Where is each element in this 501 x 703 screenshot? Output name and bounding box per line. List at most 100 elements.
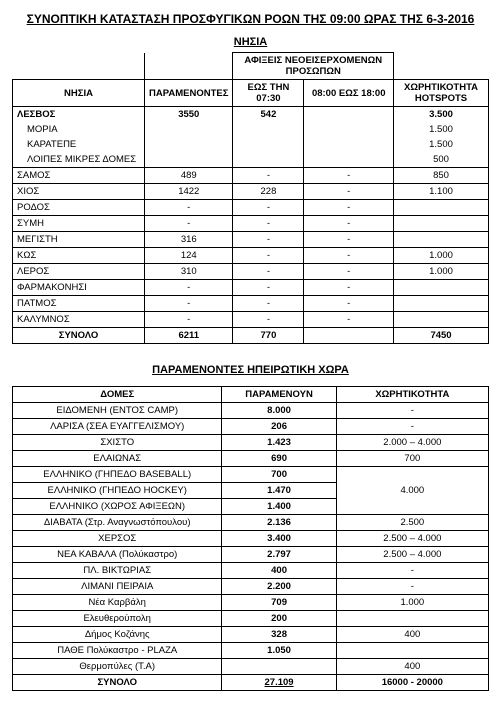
table-cell: -	[336, 563, 488, 579]
table-cell: ΠΑΘΕ Πολύκαστρο - PLAZA	[13, 643, 222, 659]
table-cell: -	[304, 216, 394, 232]
table-cell: 1.423	[222, 435, 336, 451]
table-cell: ΛΑΡΙΣΑ (ΣΕΑ ΕΥΑΓΓΕΛΙΣΜΟΥ)	[13, 419, 222, 435]
table-cell: -	[304, 184, 394, 200]
table-cell: -	[145, 296, 233, 312]
islands-total-remaining: 6211	[145, 328, 233, 344]
mainland-total-remain: 27.109	[222, 675, 336, 691]
table-cell: -	[304, 264, 394, 280]
table-cell	[233, 122, 304, 137]
table-cell: 206	[222, 419, 336, 435]
table-cell	[145, 122, 233, 137]
table-cell	[222, 659, 336, 675]
col-range: 08:00 ΕΩΣ 18:00	[304, 80, 394, 107]
table-cell: -	[304, 232, 394, 248]
table-cell: ΣΥΜΗ	[13, 216, 145, 232]
table-cell: -	[304, 296, 394, 312]
table-cell: ΔΙΑΒΑΤΑ (Στρ. Αναγνωστόπουλου)	[13, 515, 222, 531]
table-cell: 200	[222, 611, 336, 627]
table-cell: 8.000	[222, 403, 336, 419]
table-cell: -	[304, 312, 394, 328]
table-cell: 228	[233, 184, 304, 200]
table-cell: Ελευθερούπολη	[13, 611, 222, 627]
table-cell: ΣΧΙΣΤΟ	[13, 435, 222, 451]
table-cell: 2.200	[222, 579, 336, 595]
table-cell: ΡΟΔΟΣ	[13, 200, 145, 216]
table-cell: -	[233, 280, 304, 296]
table-cell: -	[304, 168, 394, 184]
table-cell: ΜΟΡΙΑ	[13, 122, 145, 137]
table-cell	[336, 611, 488, 627]
table-cell: 316	[145, 232, 233, 248]
table-cell: -	[233, 312, 304, 328]
islands-table: ΑΦΙΞΕΙΣ ΝΕΟΕΙΣΕΡΧΟΜΕΝΩΝ ΠΡΟΣΩΠΩΝ ΝΗΣΙΑ Π…	[12, 52, 489, 344]
islands-subtitle: ΝΗΣΙΑ	[12, 36, 489, 48]
table-cell: 1.000	[394, 264, 489, 280]
table-cell: 700	[222, 467, 336, 483]
table-cell: -	[145, 200, 233, 216]
table-cell: -	[304, 248, 394, 264]
table-cell: -	[233, 264, 304, 280]
table-cell: 1.470	[222, 483, 336, 499]
mainland-total-label: ΣΥΝΟΛΟ	[13, 675, 222, 691]
table-cell: 1.100	[394, 184, 489, 200]
table-cell: 709	[222, 595, 336, 611]
table-cell: Θερμοπύλες (Τ.Α)	[13, 659, 222, 675]
table-cell: -	[336, 419, 488, 435]
col-capacity: ΧΩΡΗΤΙΚΟΤΗΤΑ HOTSPOTS	[394, 80, 489, 107]
table-cell: 1422	[145, 184, 233, 200]
mainland-table: ΔΟΜΕΣ ΠΑΡΑΜΕΝΟΥΝ ΧΩΡΗΤΙΚΟΤΗΤΑ ΕΙΔΟΜΕΝΗ (…	[12, 386, 489, 691]
table-cell: ΠΛ. ΒΙΚΤΩΡΙΑΣ	[13, 563, 222, 579]
islands-total-until: 770	[233, 328, 304, 344]
col-cap: ΧΩΡΗΤΙΚΟΤΗΤΑ	[336, 387, 488, 403]
table-cell: ΝΕΑ ΚΑΒΑΛΑ (Πολύκαστρο)	[13, 547, 222, 563]
table-cell: ΕΛΛΗΝΙΚΟ (ΓΗΠΕΔΟ HOCKEY)	[13, 483, 222, 499]
col-domes: ΔΟΜΕΣ	[13, 387, 222, 403]
table-cell	[394, 232, 489, 248]
table-cell: 328	[222, 627, 336, 643]
table-cell	[336, 643, 488, 659]
table-cell	[304, 122, 394, 137]
table-cell: 2.500	[336, 515, 488, 531]
table-cell: 700	[336, 451, 488, 467]
table-cell	[304, 152, 394, 168]
table-cell	[394, 280, 489, 296]
table-cell: ΛΕΣΒΟΣ	[13, 107, 145, 123]
table-cell: 690	[222, 451, 336, 467]
table-cell: -	[233, 296, 304, 312]
table-cell	[233, 152, 304, 168]
table-cell: 3.400	[222, 531, 336, 547]
table-cell: 542	[233, 107, 304, 123]
table-cell: 1.050	[222, 643, 336, 659]
table-cell: Δήμος Κοζάνης	[13, 627, 222, 643]
table-cell: 2.500 – 4.000	[336, 547, 488, 563]
table-cell: 400	[222, 563, 336, 579]
table-cell	[394, 200, 489, 216]
table-cell: 3550	[145, 107, 233, 123]
col-remain: ΠΑΡΑΜΕΝΟΥΝ	[222, 387, 336, 403]
table-cell: ΣΑΜΟΣ	[13, 168, 145, 184]
table-cell: Νέα Καρβάλη	[13, 595, 222, 611]
page-title: ΣΥΝΟΠΤΙΚΗ ΚΑΤΑΣΤΑΣΗ ΠΡΟΣΦΥΓΙΚΩΝ ΡΟΩΝ ΤΗΣ…	[12, 12, 489, 26]
table-cell	[394, 296, 489, 312]
table-cell: 2.000 – 4.000	[336, 435, 488, 451]
table-cell: 400	[336, 659, 488, 675]
table-cell: -	[304, 280, 394, 296]
table-cell: 2.797	[222, 547, 336, 563]
table-cell: 4.000	[336, 467, 488, 515]
mainland-subtitle: ΠΑΡΑΜΕΝΟΝΤΕΣ ΗΠΕΙΡΩΤΙΚΗ ΧΩΡΑ	[12, 364, 489, 376]
table-cell: -	[233, 168, 304, 184]
table-cell: 850	[394, 168, 489, 184]
table-cell: 489	[145, 168, 233, 184]
table-cell	[394, 216, 489, 232]
table-cell	[304, 107, 394, 123]
table-cell: 310	[145, 264, 233, 280]
table-cell	[145, 137, 233, 152]
table-cell: -	[233, 200, 304, 216]
col-until: ΕΩΣ ΤΗΝ 07:30	[233, 80, 304, 107]
table-cell	[233, 137, 304, 152]
table-cell: ΚΑΛΥΜΝΟΣ	[13, 312, 145, 328]
table-cell: ΕΙΔΟΜΕΝΗ (ΕΝΤΟΣ CAMP)	[13, 403, 222, 419]
table-cell: 1.400	[222, 499, 336, 515]
table-cell	[394, 312, 489, 328]
